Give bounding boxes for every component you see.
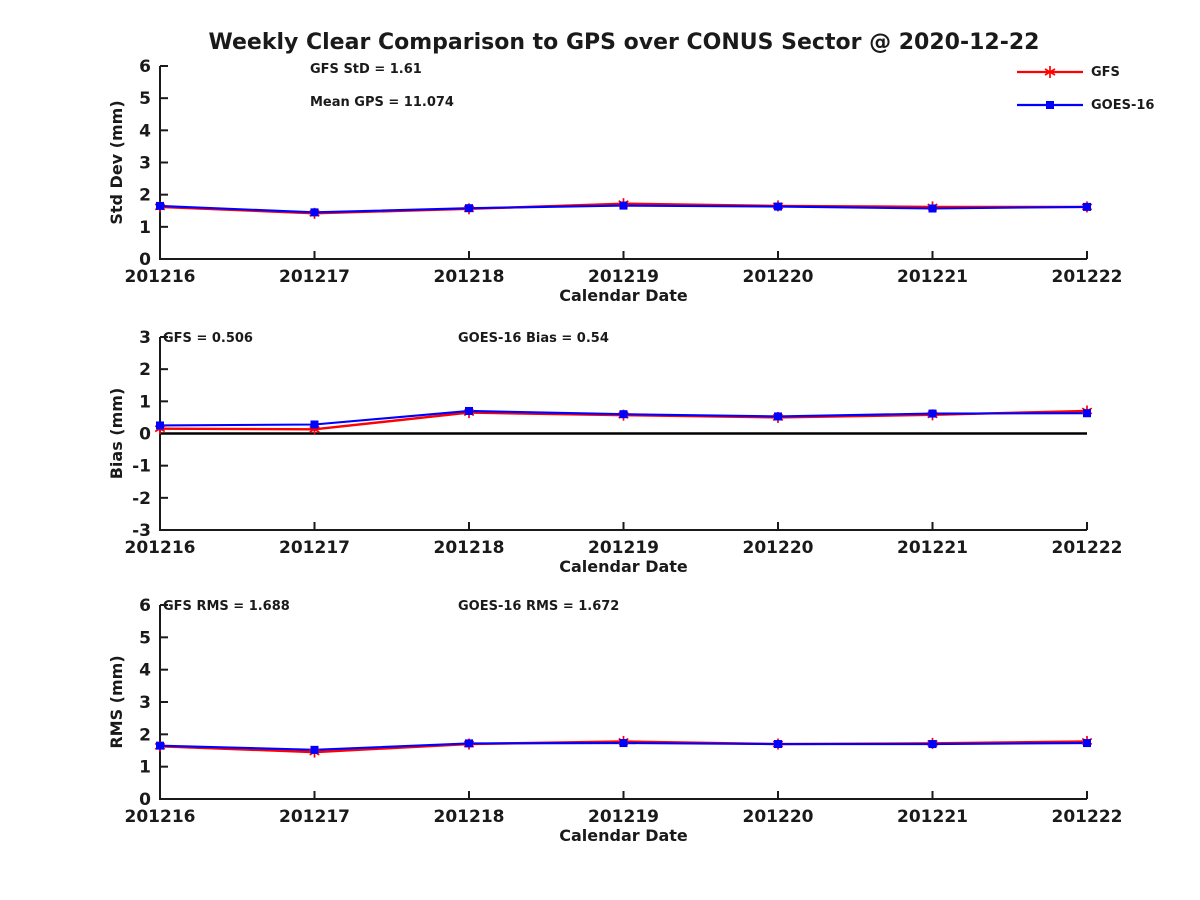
x-tick-label: 201219 [588,807,659,827]
y-tick-label: 0 [139,790,151,810]
y-tick-label: -3 [132,521,151,541]
y-tick-label: 6 [139,596,151,616]
stat-annotation: GFS StD = 1.61 [310,62,422,77]
goes-16-marker [774,412,782,421]
y-axis-label: Std Dev (mm) [107,100,126,224]
goes-16-marker [774,202,782,211]
goes-16-marker [310,420,319,429]
x-tick-label: 201218 [434,267,505,287]
goes-16-marker [156,421,164,430]
goes-16-marker [156,741,164,750]
stat-annotation: GFS = 0.506 [163,331,253,346]
goes-16-marker [619,739,628,748]
goes-16-marker [619,410,628,419]
x-axis-label: Calendar Date [559,286,688,305]
x-tick-label: 201221 [897,267,968,287]
y-tick-label: -1 [132,457,151,477]
y-tick-label: 2 [139,360,151,380]
y-tick-label: 2 [139,186,151,206]
y-tick-label: 5 [139,628,151,648]
legend-label-goes16: GOES-16 [1091,97,1155,113]
goes-16-marker [465,406,473,415]
goes-16-marker [1083,409,1091,418]
legend: GFS GOES-16 [1015,64,1154,130]
x-tick-label: 201219 [588,538,659,558]
x-tick-label: 201222 [1052,807,1123,827]
x-tick-label: 201221 [897,538,968,558]
x-axis-label: Calendar Date [559,826,688,845]
y-tick-label: 5 [139,89,151,109]
y-tick-label: 4 [139,121,151,141]
y-tick-label: 0 [139,425,151,445]
legend-label-gfs: GFS [1091,64,1120,80]
goes-16-marker [619,201,628,210]
y-tick-label: -2 [132,489,151,509]
y-tick-label: 1 [139,218,151,238]
x-tick-label: 201218 [434,538,505,558]
x-tick-label: 201217 [279,267,350,287]
gfs-line-sample-icon [1017,66,1083,78]
stat-annotation: Mean GPS = 11.074 [310,95,454,110]
x-tick-label: 201217 [279,807,350,827]
goes-16-marker [156,201,164,210]
goes-16-marker [465,204,473,213]
x-tick-label: 201217 [279,538,350,558]
x-tick-label: 201222 [1052,538,1123,558]
goes-16-marker [1083,202,1091,211]
x-tick-label: 201220 [743,538,814,558]
x-tick-label: 201218 [434,807,505,827]
stat-annotation: GOES-16 RMS = 1.672 [458,599,619,614]
y-tick-label: 0 [139,250,151,270]
y-axis-label: RMS (mm) [107,655,126,748]
x-tick-label: 201221 [897,807,968,827]
goes-16-marker [1083,739,1091,748]
goes-16-marker [310,208,319,217]
legend-item-goes16: GOES-16 [1015,97,1154,113]
x-tick-label: 201216 [125,807,196,827]
goes-16-marker [310,745,319,754]
y-tick-label: 6 [139,57,151,77]
x-tick-label: 201220 [743,267,814,287]
goes-16-marker [928,409,937,418]
figure-title: Weekly Clear Comparison to GPS over CONU… [208,30,1040,55]
y-tick-label: 4 [139,661,151,681]
y-tick-label: 1 [139,758,151,778]
x-tick-label: 201219 [588,267,659,287]
goes-16-marker [774,740,782,749]
x-axis-label: Calendar Date [559,557,688,576]
legend-item-gfs: GFS [1015,64,1154,80]
y-tick-label: 3 [139,154,151,174]
y-tick-label: 2 [139,725,151,745]
y-tick-label: 1 [139,392,151,412]
x-tick-label: 201216 [125,267,196,287]
y-tick-label: 3 [139,328,151,348]
chart-rms: 0 1 2 3 4 5 6 201216 201217 201218 201219 201220 201… [107,596,1122,845]
x-tick-label: 201222 [1052,267,1123,287]
stat-annotation: GOES-16 Bias = 0.54 [458,331,609,346]
y-tick-label: 3 [139,693,151,713]
chart-std: 0 1 2 3 4 5 6 201216 201217 201218 201219 201220 201… [107,57,1122,305]
x-tick-label: 201220 [743,807,814,827]
x-tick-label: 201216 [125,538,196,558]
goes-16-marker [465,739,473,748]
goes-16-marker [928,740,937,749]
goes16-line-sample-icon [1017,101,1083,109]
goes-16-marker [928,204,937,213]
y-axis-label: Bias (mm) [107,388,126,480]
stat-annotation: GFS RMS = 1.688 [163,599,290,614]
